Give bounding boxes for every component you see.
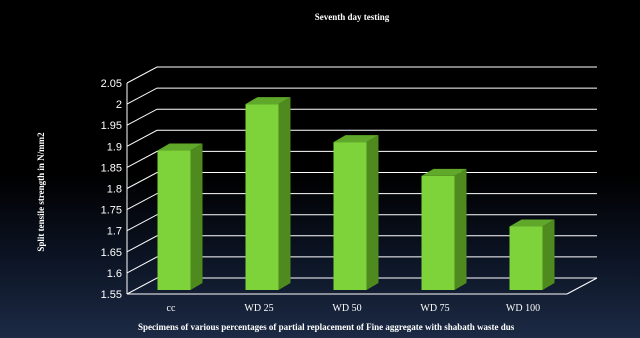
bar-side xyxy=(542,219,555,290)
gridline xyxy=(126,129,597,147)
bar-top xyxy=(509,219,555,227)
bar-top xyxy=(333,135,379,143)
x-tick-label: WD 50 xyxy=(332,303,361,314)
y-tick-label: 2.05 xyxy=(101,78,122,90)
y-tick-labels: 1.55 1.6 1.65 1.7 1.75 1.8 1.85 1.9 1.95 2 2.05 xyxy=(101,78,122,301)
gridlines xyxy=(126,66,598,295)
y-tick-label: 1.75 xyxy=(101,205,122,217)
bar xyxy=(333,135,379,290)
chart-title: Seventh day testing xyxy=(315,12,390,22)
bar-side xyxy=(278,97,291,290)
bar-side xyxy=(366,135,379,290)
bar-top xyxy=(421,168,467,176)
gridline xyxy=(126,87,597,105)
bar-front xyxy=(333,142,367,290)
bar xyxy=(245,97,291,290)
x-axis-label: Specimens of various percentages of part… xyxy=(138,322,515,332)
bar xyxy=(157,143,203,290)
x-tick-label: cc xyxy=(167,303,176,314)
y-tick-label: 1.8 xyxy=(107,184,122,196)
bar-side xyxy=(454,168,467,290)
bar xyxy=(509,219,555,290)
bar xyxy=(421,168,467,290)
floor-edge xyxy=(566,277,598,295)
bar-front xyxy=(421,175,455,290)
y-tick-label: 1.9 xyxy=(107,141,122,153)
gridline xyxy=(126,108,597,126)
x-tick-label: WD 100 xyxy=(506,303,540,314)
bar-top xyxy=(245,97,291,105)
y-tick-label: 2 xyxy=(116,99,122,111)
y-tick-label: 1.55 xyxy=(101,289,122,301)
bar-side xyxy=(190,143,203,290)
y-axis-label: Split tensile strength in N/mm2 xyxy=(36,132,46,252)
y-tick-label: 1.95 xyxy=(101,120,122,132)
bar-front xyxy=(245,104,279,290)
gridline xyxy=(126,150,597,168)
bar-front xyxy=(157,150,191,290)
x-tick-labels: cc WD 25 WD 50 WD 75 WD 100 xyxy=(167,303,541,314)
gridline xyxy=(126,66,597,84)
bar-front xyxy=(509,226,543,290)
bar-top xyxy=(157,143,203,151)
x-tick-label: WD 75 xyxy=(420,303,449,314)
y-tick-label: 1.6 xyxy=(107,268,122,280)
y-tick-label: 1.7 xyxy=(107,226,122,238)
y-tick-label: 1.65 xyxy=(101,247,122,259)
y-tick-label: 1.85 xyxy=(101,162,122,174)
x-tick-label: WD 25 xyxy=(244,303,273,314)
bars xyxy=(157,97,555,290)
